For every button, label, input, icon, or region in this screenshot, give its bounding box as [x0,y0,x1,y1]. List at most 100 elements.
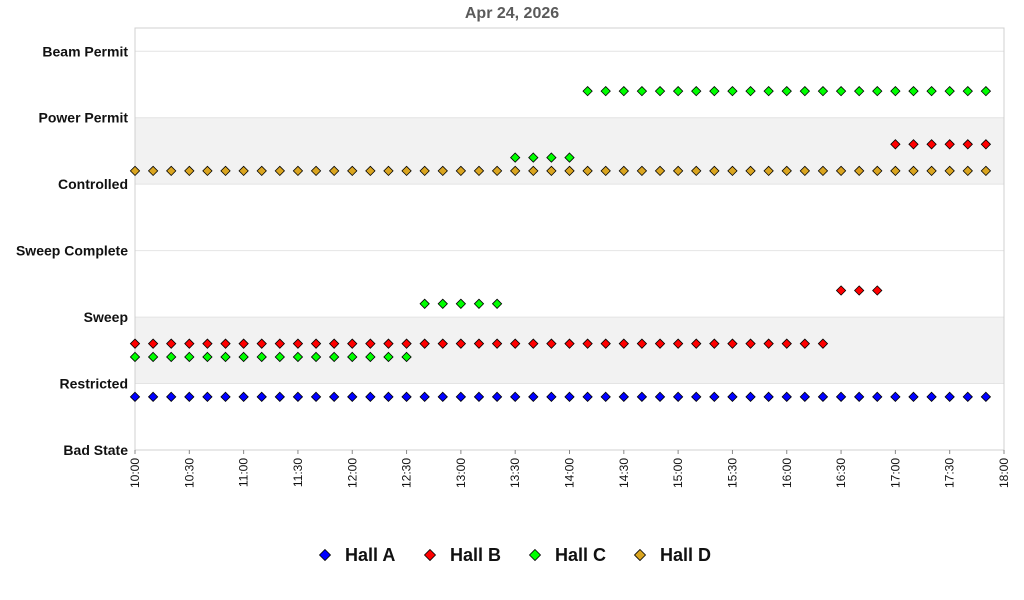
data-point [256,351,267,363]
data-point [763,338,774,349]
data-point [709,85,720,97]
data-point [401,165,412,177]
data-point [347,165,358,177]
data-point [872,391,883,403]
data-point [691,391,702,403]
data-point [184,165,195,177]
data-point [691,338,702,349]
data-point [618,391,629,403]
x-tick-label: 14:00 [563,458,577,488]
data-point [274,351,285,363]
plot-band [135,317,1004,384]
data-point [419,391,430,403]
data-point [328,351,340,363]
data-points [129,85,992,403]
data-point [147,338,159,349]
data-point [582,391,593,403]
data-point [890,165,901,177]
chart-title: Apr 24, 2026 [465,5,559,22]
data-point [727,338,738,349]
data-point [220,338,231,349]
series-hall-c [129,85,992,363]
data-point [944,85,955,97]
series-hall-b [129,139,992,349]
data-point [672,391,684,403]
data-point [166,391,177,403]
data-point [890,85,901,97]
data-point [238,351,249,363]
data-point [672,85,684,97]
data-point [763,85,774,97]
data-point [926,165,937,177]
legend-label: Hall D [660,545,711,565]
data-point [564,152,575,163]
data-point [600,165,611,177]
data-point [383,338,394,349]
data-point [437,338,448,349]
data-point [365,391,376,403]
data-point [709,391,720,403]
data-point [419,338,430,349]
data-point [256,338,267,349]
data-point [564,165,575,177]
data-point [202,391,213,403]
data-point [835,391,847,403]
data-point [962,139,973,150]
x-tick-label: 13:30 [508,458,522,488]
data-point [202,351,213,363]
x-tick-label: 13:00 [454,458,468,488]
data-point [274,165,285,177]
data-point [347,351,358,363]
data-point [835,285,847,296]
data-point [636,165,648,177]
data-point [147,391,159,403]
data-point [872,285,883,296]
data-point [890,391,901,403]
legend: Hall A Hall B Hall C Hall D [318,545,711,565]
data-point [745,165,756,177]
data-point [238,338,249,349]
legend-marker [423,548,437,562]
data-point [328,165,340,177]
data-point [220,351,231,363]
data-point [980,165,992,177]
data-point [365,338,376,349]
data-point [763,391,774,403]
data-point [528,391,539,403]
data-point [944,165,955,177]
plot-bands [135,50,1004,385]
data-point [347,338,358,349]
data-point [292,165,304,177]
data-point [854,391,865,403]
data-point [962,165,973,177]
data-point [763,165,774,177]
data-point [419,298,430,309]
data-point [292,391,304,403]
series-hall-a [129,391,992,403]
data-point [455,338,467,349]
data-point [510,152,521,163]
data-point [166,165,177,177]
data-point [546,165,557,177]
data-point [799,391,811,403]
data-point [600,85,611,97]
data-point [582,85,593,97]
data-point [328,338,340,349]
data-point [365,165,376,177]
x-tick-label: 15:30 [725,458,739,488]
x-tick-label: 12:30 [400,458,414,488]
data-point [817,338,829,349]
y-tick-label: Beam Permit [42,43,128,59]
x-tick-label: 12:00 [345,458,359,488]
data-point [582,338,593,349]
data-point [383,391,394,403]
data-point [799,85,811,97]
data-point [926,85,937,97]
legend-marker [318,548,332,562]
data-point [510,391,521,403]
data-point [654,85,666,97]
data-point [890,139,901,150]
data-point [401,338,412,349]
data-point [129,351,141,363]
